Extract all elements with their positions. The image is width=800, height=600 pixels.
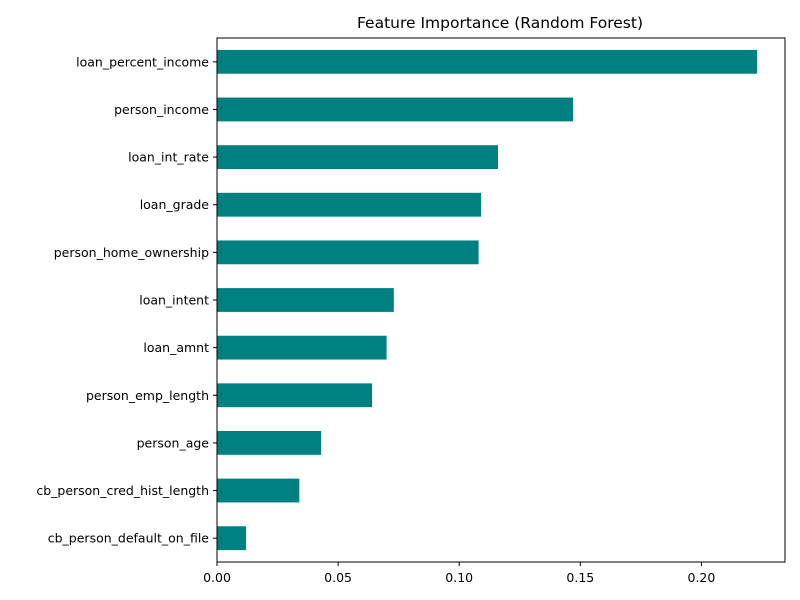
x-tick-label: 0.10 [445, 570, 473, 585]
bar-person_age [217, 431, 322, 455]
y-tick-label: loan_int_rate [128, 150, 209, 165]
bar-loan_intent [217, 288, 394, 312]
bar-person_home_ownership [217, 240, 479, 265]
chart-title: Feature Importance (Random Forest) [357, 14, 643, 32]
y-tick-label: person_age [137, 435, 210, 450]
bar-person_emp_length [217, 383, 373, 408]
bar-loan_int_rate [217, 145, 498, 169]
y-tick-label: person_income [114, 102, 209, 117]
bar-loan_grade [217, 192, 482, 217]
x-tick-label: 0.20 [688, 570, 716, 585]
y-tick-label: person_home_ownership [54, 245, 209, 260]
y-tick-label: person_emp_length [86, 388, 209, 403]
x-tick-label: 0.05 [324, 570, 352, 585]
bars-layer [217, 49, 758, 551]
y-tick-label: cb_person_cred_hist_length [36, 483, 209, 498]
y-tick-label: loan_intent [139, 293, 209, 308]
bar-person_income [217, 97, 574, 122]
x-tick-label: 0.15 [566, 570, 594, 585]
y-tick-label: cb_person_default_on_file [48, 531, 210, 546]
y-tick-label: loan_percent_income [76, 54, 209, 69]
y-axis-ticks: loan_percent_income person_income loan_int… [36, 54, 217, 546]
bar-cb_person_cred_hist_length [217, 478, 300, 503]
x-axis-ticks: 0.00 0.05 0.10 0.15 0.20 [203, 562, 715, 585]
bar-loan_amnt [217, 335, 387, 360]
y-tick-label: loan_amnt [143, 340, 209, 355]
plot-frame [216, 37, 786, 563]
bar-loan_percent_income [217, 49, 758, 74]
x-tick-label: 0.00 [203, 570, 231, 585]
y-tick-label: loan_grade [140, 197, 210, 212]
bar-cb_person_default_on_file [217, 526, 247, 551]
